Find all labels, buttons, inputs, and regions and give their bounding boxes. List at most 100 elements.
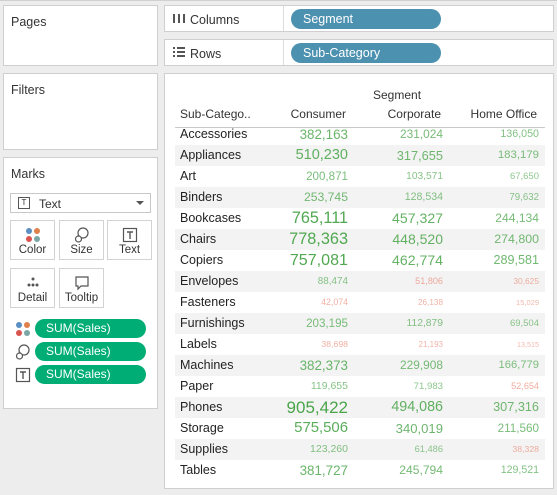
cell-value: 67,650	[509, 171, 539, 182]
detail-label: Detail	[17, 292, 48, 304]
cell-value: 575,506	[294, 420, 348, 436]
shelf-divider	[283, 6, 284, 31]
shelf-divider	[283, 40, 284, 65]
mark-type-dropdown[interactable]: T Text	[10, 193, 151, 213]
detail-button[interactable]: Detail	[10, 268, 55, 308]
text-button[interactable]: Text	[107, 220, 152, 260]
filters-card[interactable]: Filters	[3, 73, 158, 150]
table-row[interactable]: Supplies 123,260 61,486 38,328	[175, 439, 545, 460]
marks-title: Marks	[11, 167, 46, 181]
cell-value: 13,515	[517, 340, 539, 349]
row-label: Binders	[180, 190, 223, 204]
cell-value: 103,571	[406, 171, 443, 182]
table-row[interactable]: Fasteners 42,074 26,138 15,029	[175, 292, 545, 313]
text-icon	[15, 367, 31, 383]
text-field-pill[interactable]: SUM(Sales)	[35, 365, 146, 384]
cell-value: 510,230	[295, 147, 348, 163]
segment-header: Segment	[373, 88, 422, 102]
cell-value: 211,560	[497, 422, 539, 435]
detail-icon	[27, 277, 38, 287]
pages-card[interactable]: Pages	[3, 5, 158, 66]
cell-value: 231,024	[400, 127, 443, 141]
size-label: Size	[70, 244, 93, 256]
table-row[interactable]: Paper 119,655 71,983 52,654	[175, 376, 545, 397]
table-row[interactable]: Furnishings 203,195 112,879 69,504	[175, 313, 545, 334]
cell-value: 200,871	[306, 170, 348, 183]
cell-value: 38,328	[512, 444, 539, 454]
cell-value: 61,486	[414, 444, 443, 454]
cell-value: 462,774	[392, 252, 443, 268]
columns-label: Columns	[190, 13, 240, 27]
chevron-down-icon	[136, 201, 144, 205]
cell-value: 52,654	[511, 381, 539, 391]
cell-value: 905,422	[286, 398, 348, 417]
text-mark-icon: T	[18, 197, 30, 209]
cell-value: 289,581	[493, 253, 539, 267]
color-button[interactable]: Color	[10, 220, 55, 260]
rows-shelf[interactable]: Rows Sub-Category	[164, 39, 554, 66]
table-row[interactable]: Art 200,871 103,571 67,650	[175, 166, 545, 187]
cell-value: 317,655	[396, 148, 443, 163]
columns-icon	[173, 14, 185, 23]
cell-value: 123,260	[310, 443, 348, 455]
row-label: Art	[180, 169, 196, 183]
header-divider	[175, 127, 545, 128]
color-icon	[25, 228, 40, 242]
row-label: Fasteners	[180, 295, 236, 309]
cell-value: 21,193	[418, 340, 443, 349]
columns-shelf[interactable]: Columns Segment	[164, 5, 554, 32]
sub-category-pill[interactable]: Sub-Category	[291, 43, 441, 63]
segment-pill[interactable]: Segment	[291, 9, 441, 29]
cell-value: 245,794	[399, 463, 443, 477]
pages-title: Pages	[11, 15, 47, 29]
cell-value: 42,074	[321, 297, 348, 307]
column-header-consumer: Consumer	[290, 107, 346, 121]
cell-value: 203,195	[306, 317, 348, 330]
table-row[interactable]: Chairs 778,363 448,520 274,800	[175, 229, 545, 250]
size-field-pill[interactable]: SUM(Sales)	[35, 342, 146, 361]
table-row[interactable]: Envelopes 88,474 51,806 30,625	[175, 271, 545, 292]
cell-value: 274,800	[494, 232, 539, 246]
cell-value: 128,534	[404, 191, 443, 203]
row-label: Storage	[180, 421, 224, 435]
table-row[interactable]: Storage 575,506 340,019 211,560	[175, 418, 545, 439]
table-row[interactable]: Appliances 510,230 317,655 183,179	[175, 145, 545, 166]
size-button[interactable]: Size	[59, 220, 104, 260]
row-label: Chairs	[180, 232, 217, 246]
top-divider	[0, 0, 557, 1]
cell-value: 38,698	[321, 339, 348, 349]
cell-value: 112,879	[406, 318, 443, 329]
table-row[interactable]: Machines 382,373 229,908 166,779	[175, 355, 545, 376]
size-icon	[74, 227, 89, 243]
size-icon	[15, 344, 30, 360]
row-label: Tables	[180, 463, 217, 477]
column-header-corporate: Corporate	[387, 107, 441, 121]
cell-value: 448,520	[392, 231, 443, 247]
cell-value: 79,632	[509, 192, 539, 203]
cell-value: 494,086	[391, 399, 443, 415]
tooltip-button[interactable]: Tooltip	[59, 268, 104, 308]
cell-value: 382,163	[299, 127, 348, 142]
row-header-label: Sub-Catego..	[180, 107, 251, 121]
table-row[interactable]: Labels 38,698 21,193 13,515	[175, 334, 545, 355]
row-label: Accessories	[180, 127, 248, 141]
text-icon	[122, 227, 137, 243]
mark-type-label: Text	[39, 197, 62, 211]
row-label: Paper	[180, 379, 214, 393]
cell-value: 119,655	[310, 380, 348, 392]
table-row[interactable]: Bookcases 765,111 457,327 244,134	[175, 208, 545, 229]
table-row[interactable]: Binders 253,745 128,534 79,632	[175, 187, 545, 208]
row-label: Furnishings	[180, 316, 245, 330]
table-row[interactable]: Phones 905,422 494,086 307,316	[175, 397, 545, 418]
tooltip-icon	[74, 276, 89, 291]
table-row[interactable]: Tables 381,727 245,794 129,521	[175, 460, 545, 481]
cell-value: 765,111	[291, 209, 348, 227]
cell-value: 136,050	[500, 128, 539, 140]
cell-value: 26,138	[417, 298, 443, 307]
color-field-pill[interactable]: SUM(Sales)	[35, 319, 146, 338]
table-row[interactable]: Copiers 757,081 462,774 289,581	[175, 250, 545, 271]
table-row[interactable]: Accessories 382,163 231,024 136,050	[175, 124, 545, 145]
rows-icon	[173, 47, 185, 57]
row-label: Bookcases	[180, 211, 242, 225]
color-label: Color	[18, 244, 47, 256]
